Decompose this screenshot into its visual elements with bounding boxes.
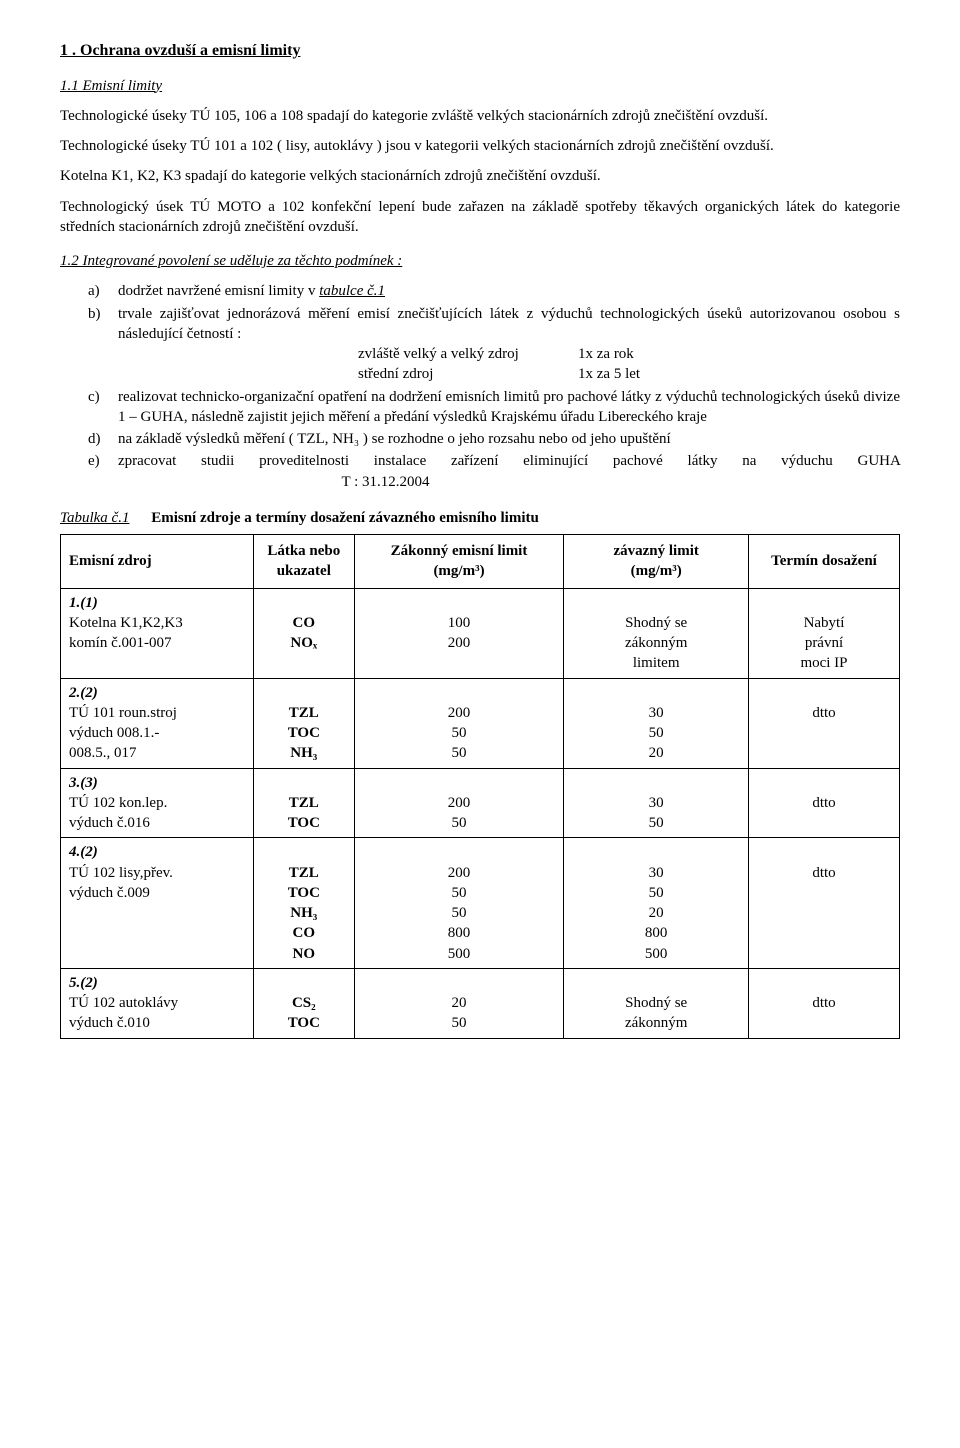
list-marker: b) xyxy=(60,304,118,385)
cell-substance: CONOₓ xyxy=(253,588,354,678)
section-heading-1-1: 1.1 Emisní limity xyxy=(60,76,900,96)
paragraph: Technologické úseky TÚ 105, 106 a 108 sp… xyxy=(60,106,900,126)
cell-source: 5.(2)TÚ 102 autoklávyvýduch č.010 xyxy=(61,968,254,1038)
cell-source: 2.(2)TÚ 101 roun.strojvýduch 008.1.-008.… xyxy=(61,678,254,768)
list-item: a) dodržet navržené emisní limity v tabu… xyxy=(60,281,900,301)
deadline: T : 31.12.2004 xyxy=(341,474,429,490)
cell-deadline: dtto xyxy=(748,768,899,838)
list-marker: d) xyxy=(60,429,118,449)
conditions-list: a) dodržet navržené emisní limity v tabu… xyxy=(60,281,900,492)
cell-legal-limit: 2005050 xyxy=(354,678,564,768)
list-text: na základě výsledků měření ( TZL, NH₃ ) … xyxy=(118,429,900,449)
list-item: e) zpracovat studii proveditelnosti inst… xyxy=(60,451,900,492)
section-heading-1-2: 1.2 Integrované povolení se uděluje za t… xyxy=(60,251,900,271)
list-item: d) na základě výsledků měření ( TZL, NH₃… xyxy=(60,429,900,449)
list-text: realizovat technicko-organizační opatřen… xyxy=(118,387,900,428)
table-row: 3.(3)TÚ 102 kon.lep.výduch č.016 TZLTOC … xyxy=(61,768,900,838)
page-title: 1 . Ochrana ovzduší a emisní limity xyxy=(60,40,900,62)
table-row: 1.(1)Kotelna K1,K2,K3komín č.001-007 CON… xyxy=(61,588,900,678)
list-marker: a) xyxy=(60,281,118,301)
cell-legal-limit: 2005050800500 xyxy=(354,838,564,969)
cell-substance: TZLTOCNH₃ xyxy=(253,678,354,768)
paragraph: Kotelna K1, K2, K3 spadají do kategorie … xyxy=(60,166,900,186)
cell-source: 1.(1)Kotelna K1,K2,K3komín č.001-007 xyxy=(61,588,254,678)
table-caption: Tabulka č.1 Emisní zdroje a termíny dosa… xyxy=(60,508,900,528)
list-text: trvale zajišťovat jednorázová měření emi… xyxy=(118,306,900,342)
table-row: 2.(2)TÚ 101 roun.strojvýduch 008.1.-008.… xyxy=(61,678,900,768)
table-ref: tabulce č.1 xyxy=(319,283,385,299)
col-header-deadline: Termín dosažení xyxy=(748,535,899,589)
table-caption-title: Emisní zdroje a termíny dosažení závazné… xyxy=(151,510,539,526)
list-marker: e) xyxy=(60,451,118,492)
cell-legal-limit: 100200 xyxy=(354,588,564,678)
paragraph: Technologický úsek TÚ MOTO a 102 konfekč… xyxy=(60,197,900,238)
table-row: 4.(2)TÚ 102 lisy,přev.výduch č.009 TZLTO… xyxy=(61,838,900,969)
list-marker: c) xyxy=(60,387,118,428)
col-header-legal-limit: Zákonný emisní limit(mg/m³) xyxy=(354,535,564,589)
cell-deadline: dtto xyxy=(748,678,899,768)
cell-binding-limit: 305020800500 xyxy=(564,838,749,969)
cell-binding-limit: Shodný sezákonnýmlimitem xyxy=(564,588,749,678)
sub-label: střední zdroj xyxy=(358,364,578,384)
sub-label: zvláště velký a velký zdroj xyxy=(358,344,578,364)
cell-legal-limit: 20050 xyxy=(354,768,564,838)
emissions-table: Emisní zdroj Látka nebo ukazatel Zákonný… xyxy=(60,534,900,1039)
cell-source: 3.(3)TÚ 102 kon.lep.výduch č.016 xyxy=(61,768,254,838)
cell-binding-limit: Shodný sezákonným xyxy=(564,968,749,1038)
cell-substance: TZLTOC xyxy=(253,768,354,838)
cell-binding-limit: 3050 xyxy=(564,768,749,838)
sub-value: 1x za rok xyxy=(578,344,900,364)
table-row: 5.(2)TÚ 102 autoklávyvýduch č.010 CS₂TOC… xyxy=(61,968,900,1038)
list-item: b) trvale zajišťovat jednorázová měření … xyxy=(60,304,900,385)
cell-legal-limit: 2050 xyxy=(354,968,564,1038)
cell-deadline: dtto xyxy=(748,968,899,1038)
cell-substance: TZLTOCNH₃CONO xyxy=(253,838,354,969)
cell-source: 4.(2)TÚ 102 lisy,přev.výduch č.009 xyxy=(61,838,254,969)
cell-deadline: Nabytíprávnímoci IP xyxy=(748,588,899,678)
col-header-binding-limit: závazný limit(mg/m³) xyxy=(564,535,749,589)
col-header-substance: Látka nebo ukazatel xyxy=(253,535,354,589)
cell-substance: CS₂TOC xyxy=(253,968,354,1038)
cell-binding-limit: 305020 xyxy=(564,678,749,768)
col-header-source: Emisní zdroj xyxy=(61,535,254,589)
list-text: zpracovat studii proveditelnosti instala… xyxy=(118,453,900,469)
sub-value: 1x za 5 let xyxy=(578,364,900,384)
list-text: dodržet navržené emisní limity v xyxy=(118,283,319,299)
table-caption-number: Tabulka č.1 xyxy=(60,510,129,526)
list-item: c) realizovat technicko-organizační opat… xyxy=(60,387,900,428)
paragraph: Technologické úseky TÚ 101 a 102 ( lisy,… xyxy=(60,136,900,156)
cell-deadline: dtto xyxy=(748,838,899,969)
